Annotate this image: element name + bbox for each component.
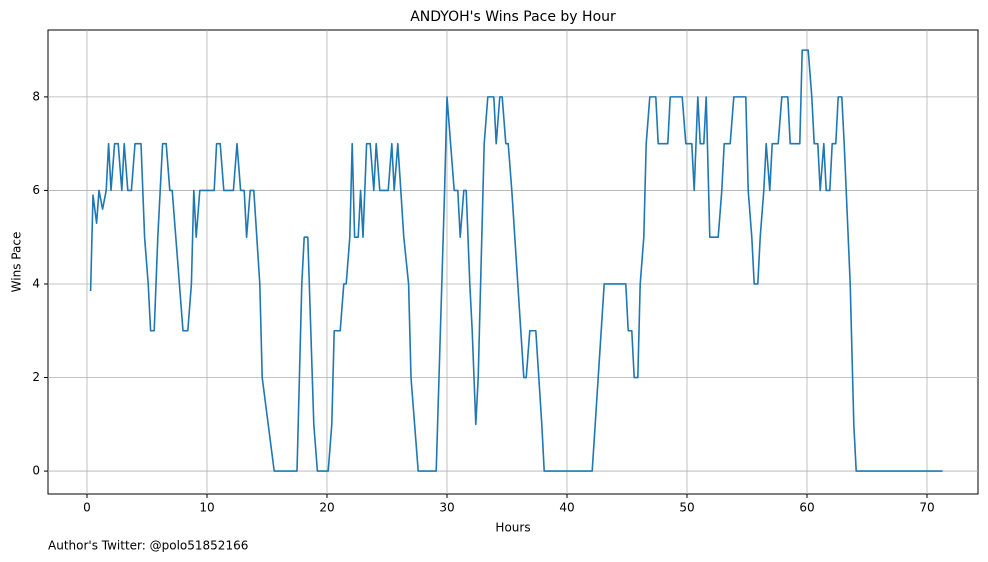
y-tick-label: 0 [32,464,40,478]
x-axis-label: Hours [495,521,530,535]
y-tick-label: 4 [32,276,40,290]
y-tick-label: 2 [32,370,40,384]
data-line [89,49,943,472]
x-tick-label: 20 [319,501,334,515]
plot-frame [47,29,979,495]
author-note: Author's Twitter: @polo51852166 [48,539,248,553]
y-tick-label: 8 [32,89,40,103]
x-tick-label: 30 [439,501,454,515]
x-tick-label: 40 [559,501,574,515]
y-tick-label: 6 [32,183,40,197]
chart-title: ANDYOH's Wins Pace by Hour [410,9,616,25]
x-tick-label: 50 [679,501,694,515]
x-tick-label: 60 [799,501,814,515]
y-axis-label: Wins Pace [10,232,24,293]
x-tick-label: 70 [919,501,934,515]
x-tick-label: 10 [199,501,214,515]
x-tick-label: 0 [83,501,91,515]
